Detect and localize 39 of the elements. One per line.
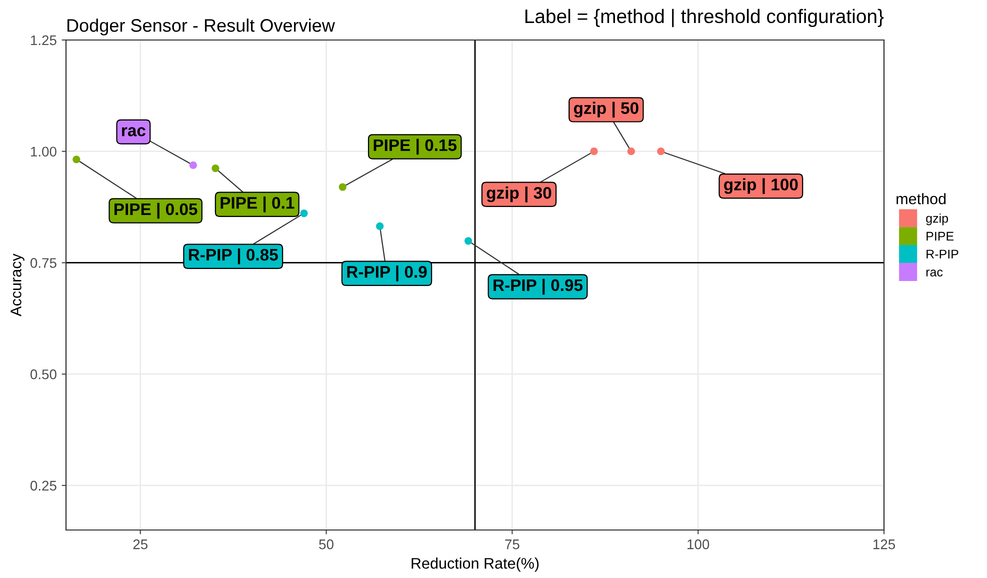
point bbox=[189, 161, 197, 169]
x-axis-title: Reduction Rate(%) bbox=[412, 558, 539, 572]
x-tick-label: 75 bbox=[505, 540, 520, 550]
point bbox=[627, 148, 635, 156]
annotation: R-PIP | 0.95 bbox=[494, 278, 583, 295]
x-tick-label: 25 bbox=[133, 539, 148, 550]
point bbox=[338, 183, 346, 191]
y-tick-label: 1.25 bbox=[31, 35, 56, 46]
y-tick-label: 1.00 bbox=[31, 146, 56, 157]
legend-label: PIPE bbox=[926, 232, 954, 241]
y-axis-title: Accuracy bbox=[10, 254, 24, 316]
legend-label: R-PIP bbox=[926, 250, 958, 258]
annotation: PIPE | 0.1 bbox=[220, 196, 294, 212]
annotation: gzip | 50 bbox=[574, 102, 638, 118]
annotation: gzip | 30 bbox=[486, 186, 552, 202]
legend-label: gzip bbox=[926, 214, 948, 226]
point bbox=[657, 148, 665, 156]
annotation: PIPE | 0.15 bbox=[374, 138, 457, 155]
legend-title: method bbox=[896, 193, 946, 204]
annotation: R-PIP | 0.9 bbox=[347, 266, 427, 282]
point bbox=[376, 222, 384, 230]
annotation: gzip | 100 bbox=[724, 178, 798, 194]
legend-label: rac bbox=[926, 270, 943, 276]
chart-subtitle: Label = {method | threshold configuration} bbox=[525, 8, 884, 28]
point bbox=[300, 209, 308, 218]
chart-title: Dodger Sensor - Result Overview bbox=[67, 18, 335, 36]
point bbox=[212, 164, 220, 172]
y-tick-label: 0.50 bbox=[30, 369, 56, 380]
point bbox=[72, 156, 80, 164]
x-tick-label: 100 bbox=[688, 539, 710, 550]
annotation: R-PIP | 0.85 bbox=[188, 248, 278, 264]
annotation: PIPE | 0.05 bbox=[114, 202, 198, 219]
y-tick-label: 0.75 bbox=[30, 258, 56, 268]
x-tick-label: 50 bbox=[319, 539, 334, 550]
point bbox=[464, 237, 472, 245]
annotation: rac bbox=[122, 127, 146, 136]
x-tick-label: 125 bbox=[873, 539, 896, 550]
point bbox=[590, 148, 598, 156]
y-tick-label: 0.25 bbox=[30, 480, 56, 491]
